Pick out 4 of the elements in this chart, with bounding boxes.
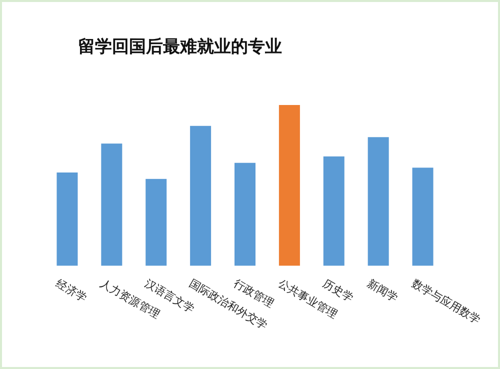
x-tick-label: 新闻学 xyxy=(364,277,400,305)
chart-title: 留学回国后最难就业的专业 xyxy=(78,37,282,57)
x-tick-label: 数学与应用数学 xyxy=(409,277,482,327)
x-tick-label: 经济学 xyxy=(54,277,89,305)
